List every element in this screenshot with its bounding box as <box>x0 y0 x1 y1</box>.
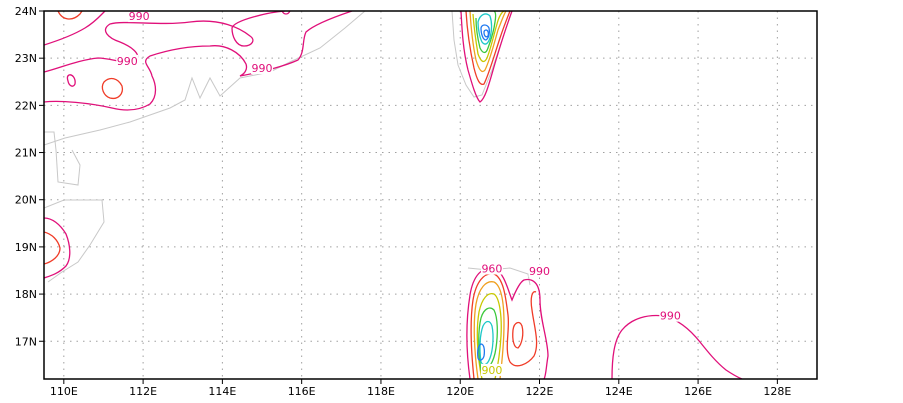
coastline-hainan-north <box>44 131 81 186</box>
contour-label-bg <box>480 262 503 275</box>
x-tick-label: 120E <box>446 385 474 398</box>
contour-980-west-top <box>57 11 83 20</box>
contour-label: 990 <box>129 10 150 23</box>
y-tick-label: 24N <box>15 5 37 18</box>
x-tick-label: 118E <box>367 385 395 398</box>
plot-content: 990 990 990 960 990 990 900 <box>44 10 743 379</box>
axis-ticks: 110E 112E 114E 116E 118E 120E 122E 124E 126E 128E… <box>15 5 792 398</box>
contour-990-hainan-outer <box>44 217 71 279</box>
x-tick-label: 122E <box>526 385 554 398</box>
contour-990-east <box>611 314 743 379</box>
x-tick-label: 112E <box>129 385 157 398</box>
contour-990-luzon <box>466 267 549 379</box>
y-tick-label: 21N <box>15 147 37 160</box>
y-tick-label: 19N <box>15 241 37 254</box>
contour-950-luzon <box>478 307 498 371</box>
contour-990-northmid <box>281 11 291 15</box>
contours-taiwan <box>460 11 513 103</box>
contour-label-bg <box>128 11 151 23</box>
contour-960-luzon-east <box>512 321 524 349</box>
contour-930-taiwan <box>480 24 491 41</box>
contour-label-bg <box>116 54 139 67</box>
contour-980-luzon <box>470 273 538 379</box>
contour-label: 990 <box>252 62 273 75</box>
contour-990-west-top <box>44 11 106 46</box>
contour-970-luzon <box>473 281 505 379</box>
contour-label-bg <box>528 264 551 277</box>
contour-970-taiwan <box>469 11 507 73</box>
y-tick-label: 20N <box>15 194 37 207</box>
contour-960-taiwan <box>472 11 505 63</box>
y-tick-label: 17N <box>15 335 37 348</box>
x-tick-label: 124E <box>605 385 633 398</box>
x-tick-label: 116E <box>288 385 316 398</box>
y-tick-label: 23N <box>15 52 37 65</box>
contour-960-luzon <box>476 292 502 379</box>
contour-980-west <box>101 77 124 100</box>
contours-east <box>611 314 743 379</box>
y-tick-label: 22N <box>15 99 37 112</box>
contours-luzon <box>466 267 549 379</box>
y-tick-label: 18N <box>15 288 37 301</box>
contour-920-taiwan <box>483 29 490 38</box>
contours-west <box>44 11 353 279</box>
contour-950-taiwan <box>475 11 497 54</box>
contour-980-hainan <box>44 231 61 265</box>
x-tick-label: 114E <box>208 385 236 398</box>
contour-labels: 990 990 990 960 990 990 900 <box>116 10 682 377</box>
contour-label-bg <box>251 61 274 74</box>
contour-label: 960 <box>481 262 502 275</box>
x-tick-label: 126E <box>684 385 712 398</box>
contour-990-west-outer <box>44 11 353 111</box>
x-tick-label: 110E <box>50 385 78 398</box>
contour-990-taiwan <box>460 11 513 103</box>
contour-label: 990 <box>660 310 681 323</box>
x-tick-label: 128E <box>763 385 791 398</box>
plot-frame <box>43 10 818 380</box>
contour-label-bg <box>659 309 682 322</box>
contour-990-west-small <box>66 74 76 87</box>
contour-940-luzon <box>479 320 494 366</box>
contour-label: 990 <box>529 265 550 278</box>
contour-label: 900 <box>481 364 502 377</box>
contour-980-taiwan <box>465 11 511 86</box>
contour-930-luzon <box>476 343 486 361</box>
contour-label-bg <box>480 363 503 376</box>
coastline-hainan <box>44 199 105 283</box>
contour-940-taiwan <box>477 13 493 45</box>
contour-label: 990 <box>117 55 138 68</box>
